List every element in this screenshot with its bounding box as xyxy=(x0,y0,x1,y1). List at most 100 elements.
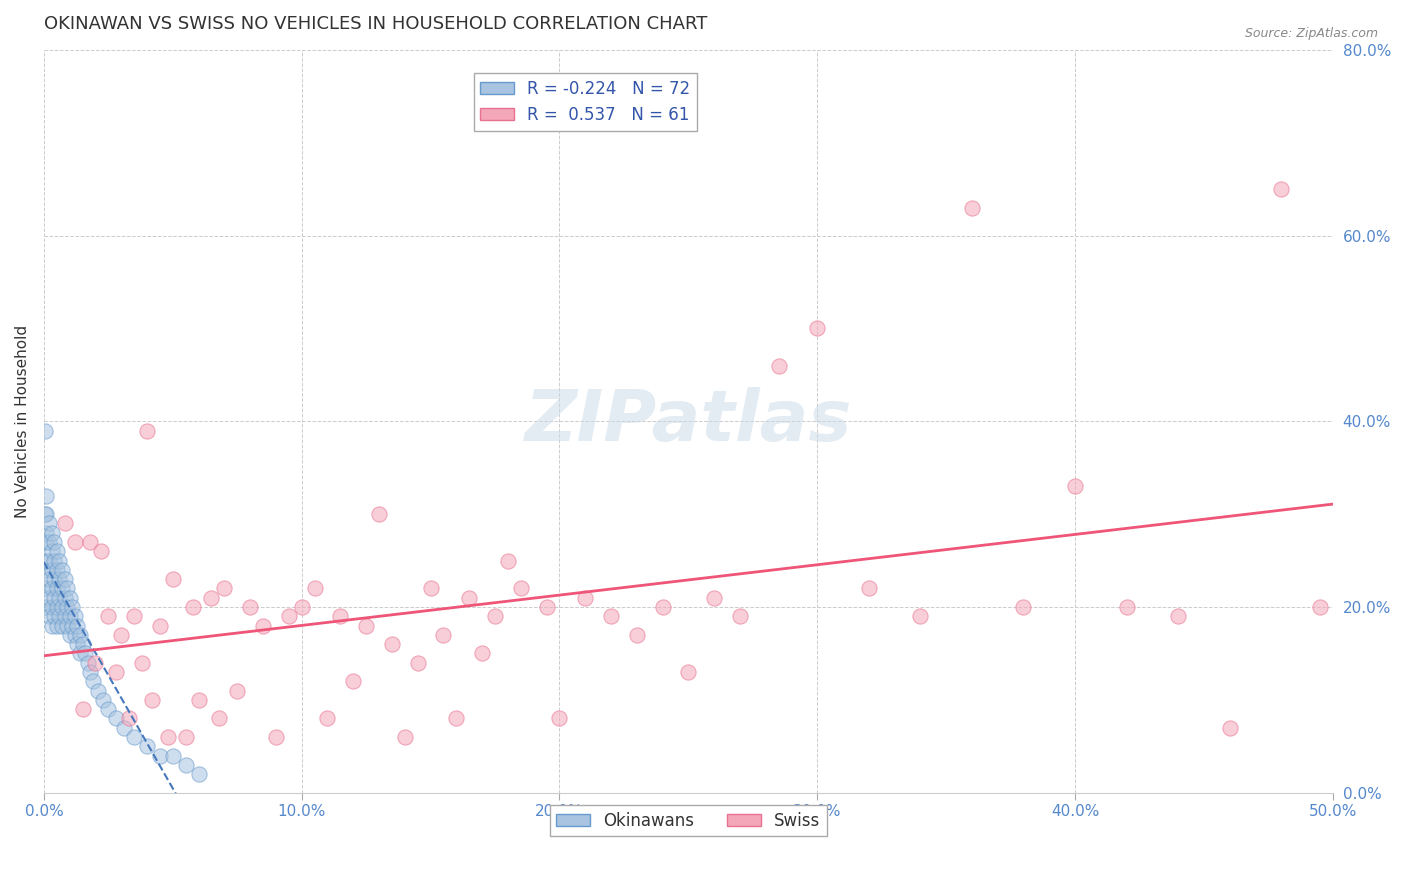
Point xyxy=(34,507,56,521)
Point xyxy=(35,582,58,596)
Point xyxy=(66,637,89,651)
Point xyxy=(87,683,110,698)
Point xyxy=(41,599,63,614)
Point xyxy=(48,553,70,567)
Point xyxy=(316,711,339,725)
Point xyxy=(381,637,404,651)
Point xyxy=(112,721,135,735)
Point xyxy=(51,582,73,596)
Point xyxy=(806,321,828,335)
Point xyxy=(1219,721,1241,735)
Point xyxy=(239,599,262,614)
Point xyxy=(38,535,60,549)
Point xyxy=(38,572,60,586)
Point xyxy=(53,591,76,605)
Point xyxy=(75,646,97,660)
Legend: Okinawans, Swiss: Okinawans, Swiss xyxy=(550,805,827,837)
Point xyxy=(703,591,725,605)
Point xyxy=(56,582,79,596)
Point xyxy=(329,609,352,624)
Point xyxy=(122,609,145,624)
Point xyxy=(1309,599,1331,614)
Point xyxy=(35,489,58,503)
Text: OKINAWAN VS SWISS NO VEHICLES IN HOUSEHOLD CORRELATION CHART: OKINAWAN VS SWISS NO VEHICLES IN HOUSEHO… xyxy=(44,15,707,33)
Point xyxy=(35,553,58,567)
Point xyxy=(471,646,494,660)
Point xyxy=(1115,599,1137,614)
Point xyxy=(35,563,58,577)
Point xyxy=(44,553,66,567)
Point xyxy=(1270,182,1292,196)
Point xyxy=(63,609,86,624)
Point xyxy=(72,702,94,716)
Point xyxy=(53,609,76,624)
Text: ZIPatlas: ZIPatlas xyxy=(524,387,852,456)
Point xyxy=(118,711,141,725)
Point xyxy=(45,563,67,577)
Point xyxy=(122,730,145,744)
Point xyxy=(90,544,112,558)
Point xyxy=(458,591,481,605)
Point xyxy=(149,618,172,632)
Point xyxy=(910,609,932,624)
Point xyxy=(51,618,73,632)
Point xyxy=(368,507,391,521)
Point xyxy=(162,748,184,763)
Point xyxy=(91,693,114,707)
Point xyxy=(63,628,86,642)
Point xyxy=(41,525,63,540)
Point xyxy=(79,665,101,679)
Point xyxy=(105,711,128,725)
Point xyxy=(41,544,63,558)
Point xyxy=(41,563,63,577)
Point xyxy=(768,359,790,373)
Point xyxy=(56,599,79,614)
Point xyxy=(38,609,60,624)
Point xyxy=(76,656,98,670)
Point xyxy=(446,711,468,725)
Point xyxy=(208,711,231,725)
Point xyxy=(48,591,70,605)
Point xyxy=(252,618,274,632)
Point xyxy=(406,656,429,670)
Point xyxy=(600,609,623,624)
Point xyxy=(97,609,120,624)
Point xyxy=(509,582,531,596)
Point xyxy=(136,424,159,438)
Point xyxy=(110,628,132,642)
Point xyxy=(82,674,104,689)
Point xyxy=(626,628,648,642)
Point xyxy=(44,535,66,549)
Point xyxy=(574,591,596,605)
Point xyxy=(41,618,63,632)
Point xyxy=(141,693,163,707)
Point xyxy=(354,618,377,632)
Point xyxy=(149,748,172,763)
Point xyxy=(174,757,197,772)
Point xyxy=(60,618,83,632)
Point xyxy=(69,646,91,660)
Point xyxy=(44,609,66,624)
Point xyxy=(200,591,222,605)
Point xyxy=(678,665,700,679)
Point xyxy=(35,507,58,521)
Point xyxy=(59,609,82,624)
Point xyxy=(105,665,128,679)
Point xyxy=(432,628,454,642)
Point xyxy=(162,572,184,586)
Point xyxy=(419,582,441,596)
Point xyxy=(48,572,70,586)
Point xyxy=(45,544,67,558)
Point xyxy=(35,525,58,540)
Point xyxy=(60,599,83,614)
Point xyxy=(342,674,364,689)
Point xyxy=(51,563,73,577)
Point xyxy=(536,599,558,614)
Point xyxy=(97,702,120,716)
Point xyxy=(56,618,79,632)
Point xyxy=(264,730,287,744)
Point xyxy=(651,599,673,614)
Point xyxy=(38,591,60,605)
Point xyxy=(174,730,197,744)
Point xyxy=(84,656,107,670)
